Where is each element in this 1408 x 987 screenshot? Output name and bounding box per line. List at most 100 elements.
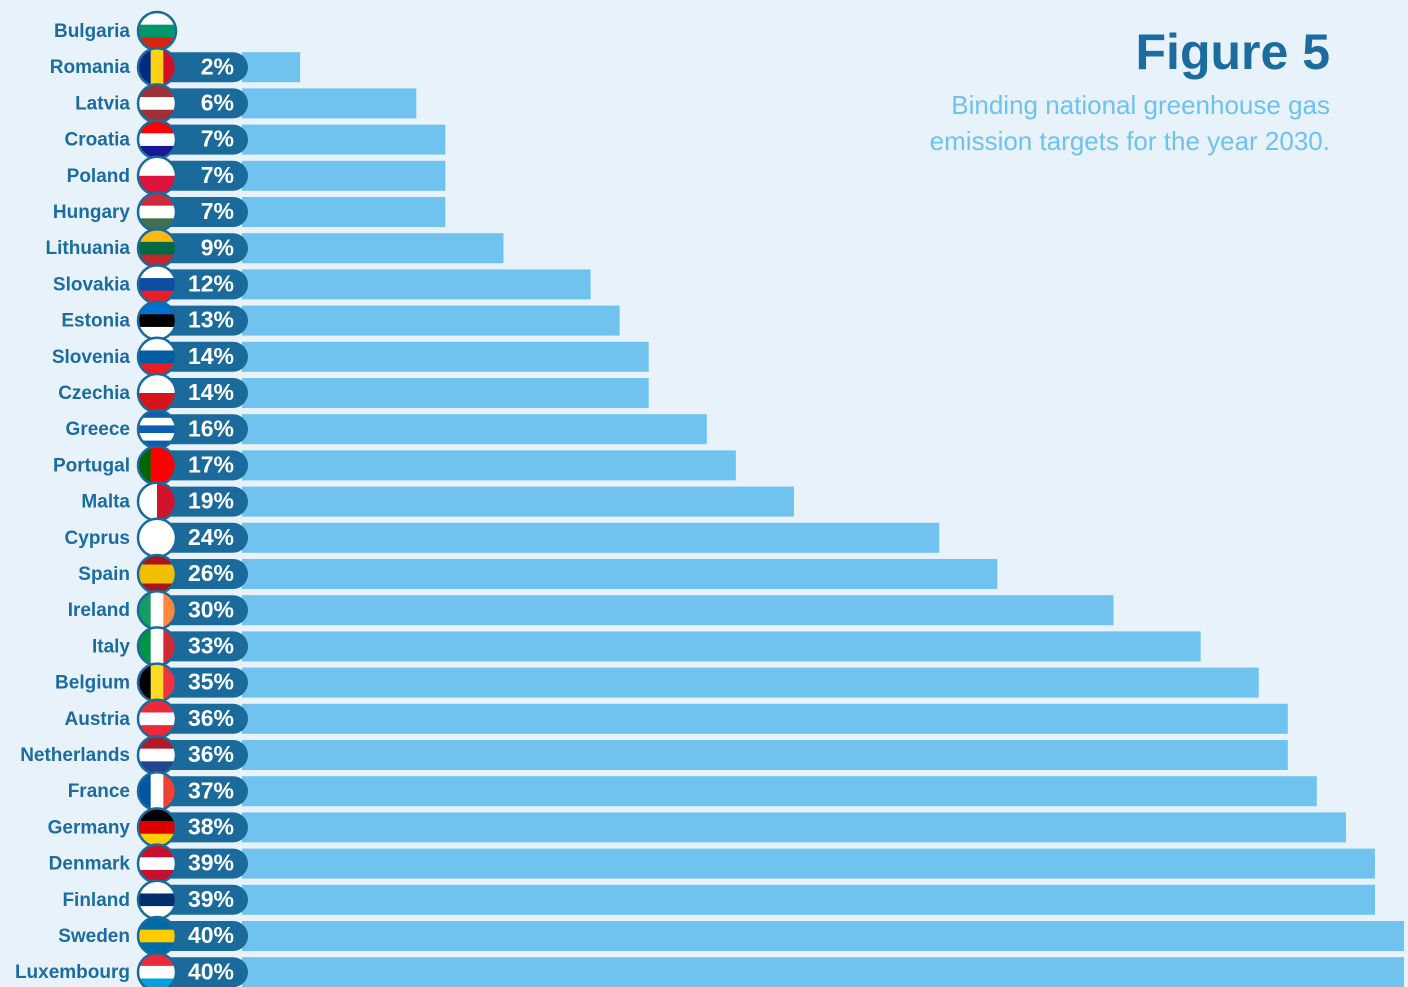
bar [242, 305, 620, 336]
flag-stripe [138, 314, 176, 328]
bar [242, 486, 794, 517]
flag [138, 482, 176, 521]
flag [138, 156, 176, 195]
value-label: 7% [201, 126, 234, 152]
value-label: 2% [201, 53, 234, 79]
flag-stripe [138, 241, 176, 256]
value-label: 26% [188, 560, 234, 586]
flag-stripe [138, 24, 176, 38]
flag-stripe [138, 555, 176, 565]
category-label: France [68, 781, 130, 802]
flag-stripe [138, 425, 176, 434]
chart-subtitle: Binding national greenhouse gas [951, 90, 1330, 120]
value-label: 24% [188, 524, 234, 550]
category-label: Croatia [65, 130, 131, 151]
flag-stripe [138, 350, 176, 364]
value-label: 36% [188, 705, 234, 731]
bar [242, 378, 649, 408]
category-label: Czechia [58, 383, 130, 404]
flag-stripe [138, 156, 176, 177]
flag-stripe [138, 574, 176, 584]
category-label: Slovenia [52, 347, 131, 368]
value-label: 9% [201, 234, 234, 260]
category-label: Greece [66, 419, 130, 440]
category-label: Denmark [49, 854, 131, 875]
bar [242, 341, 649, 372]
flag-stripe [150, 627, 164, 666]
flag-stripe [150, 48, 164, 87]
flag-stripe [138, 929, 176, 943]
value-label: 7% [201, 162, 234, 188]
category-label: Hungary [53, 202, 131, 223]
flag-stripe [138, 712, 176, 726]
flag-stripe [138, 857, 176, 871]
bar [242, 197, 446, 227]
bar [242, 450, 736, 481]
value-label: 35% [188, 669, 234, 695]
value-label: 7% [201, 198, 234, 224]
flag-stripe [150, 663, 164, 702]
value-label: 14% [188, 343, 234, 369]
flag-stripe [138, 440, 176, 449]
chart-title: Figure 5 [1136, 24, 1330, 80]
bar [242, 848, 1375, 879]
value-label: 14% [188, 379, 234, 405]
value-label: 33% [188, 632, 234, 658]
category-label: Belgium [55, 673, 130, 694]
bar [242, 269, 591, 300]
flag-stripe [150, 772, 164, 811]
bar [242, 921, 1404, 951]
category-label: Luxembourg [15, 962, 130, 983]
category-label: Finland [62, 890, 130, 911]
bar [242, 160, 446, 191]
bar [242, 522, 940, 553]
category-label: Austria [65, 709, 131, 730]
bar [242, 124, 446, 155]
flag [138, 555, 176, 593]
category-label: Cyprus [65, 528, 130, 549]
bar [242, 812, 1346, 843]
flag-stripe [138, 410, 176, 419]
flag-stripe [138, 965, 176, 980]
flag-stripe [138, 374, 176, 394]
flag [138, 410, 176, 449]
category-label: Estonia [61, 311, 130, 332]
bar [242, 884, 1375, 915]
flag [138, 374, 176, 412]
category-label: Italy [92, 636, 130, 657]
category-label: Latvia [75, 93, 130, 114]
value-label: 39% [188, 850, 234, 876]
bar [242, 414, 707, 445]
category-label: Germany [48, 817, 131, 838]
flag-stripe [138, 978, 176, 987]
value-label: 6% [201, 89, 234, 115]
category-label: Malta [81, 492, 130, 513]
flag-stripe [150, 591, 164, 630]
bar [242, 957, 1404, 987]
value-label: 30% [188, 596, 234, 622]
bar [242, 703, 1288, 734]
category-label: Slovakia [53, 274, 131, 295]
category-label: Lithuania [46, 238, 131, 259]
category-label: Portugal [53, 455, 130, 476]
bar [242, 52, 301, 83]
value-label: 39% [188, 886, 234, 912]
bar [242, 595, 1114, 626]
flag-stripe [138, 893, 176, 907]
flag-stripe [138, 821, 176, 835]
bar [242, 631, 1201, 662]
value-label: 19% [188, 488, 234, 514]
category-label: Romania [50, 57, 131, 78]
bar [242, 776, 1317, 807]
flag-stripe [138, 433, 176, 442]
category-label: Sweden [58, 926, 130, 947]
value-label: 37% [188, 777, 234, 803]
flag-stripe [138, 133, 176, 147]
bar [242, 233, 504, 264]
flag-border [136, 951, 178, 987]
flag-stripe [138, 748, 176, 762]
flag-stripe [138, 278, 176, 292]
category-label: Bulgaria [54, 21, 130, 42]
